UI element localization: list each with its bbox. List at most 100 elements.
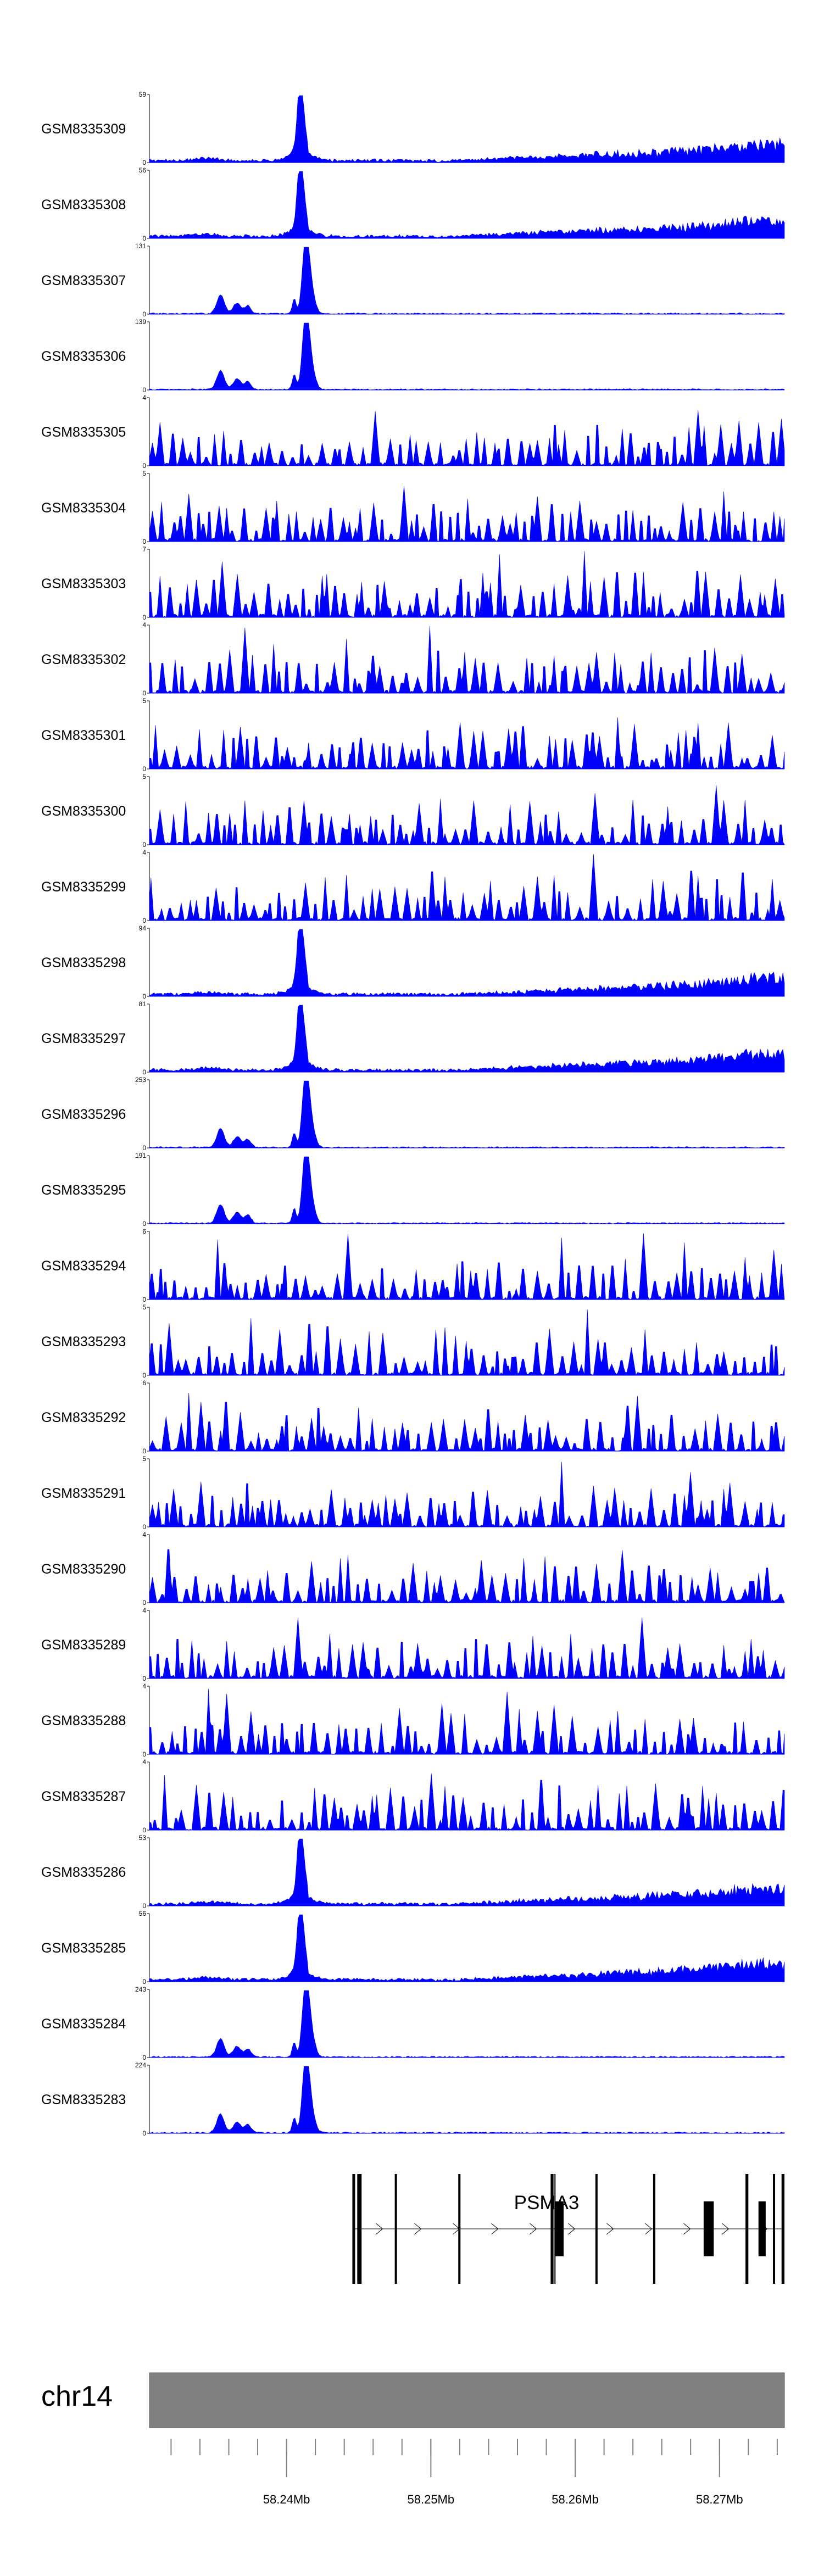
track-GSM8335305: GSM8335305 4 0: [41, 394, 785, 470]
coverage-area: [149, 1838, 785, 1906]
track-label: GSM8335286: [41, 1865, 126, 1880]
track-label: GSM8335294: [41, 1258, 126, 1274]
coverage-area: [149, 626, 785, 694]
track-ymax-label: 5: [142, 697, 146, 705]
track-ymin-label: 0: [142, 386, 146, 394]
track-label: GSM8335298: [41, 955, 126, 971]
track-GSM8335309: GSM8335309 59 0: [41, 91, 785, 166]
track-ymax-label: 81: [139, 1000, 147, 1008]
coverage-area: [149, 1688, 785, 1755]
coverage-area: [149, 1233, 785, 1300]
strand-arrow: [645, 2223, 653, 2235]
coverage-area: [149, 1617, 785, 1679]
track-GSM8335288: GSM8335288 4 0: [41, 1682, 785, 1758]
gene-exon: [745, 2174, 749, 2284]
track-ymax-label: 4: [142, 621, 146, 629]
coverage-area: [149, 322, 785, 391]
track-ymin-label: 0: [142, 765, 146, 773]
track-GSM8335296: GSM8335296 253 0: [41, 1076, 785, 1152]
track-GSM8335301: GSM8335301 5 0: [41, 697, 785, 773]
coverage-area: [149, 1773, 785, 1831]
track-label: GSM8335284: [41, 2016, 126, 2032]
coverage-area: [149, 410, 785, 466]
track-ymin-label: 0: [142, 538, 146, 545]
track-label: GSM8335288: [41, 1713, 126, 1729]
gene-track: PSMA3: [352, 2174, 784, 2284]
track-ymin-label: 0: [142, 917, 146, 924]
strand-arrow: [376, 2223, 383, 2235]
track-GSM8335299: GSM8335299 4 0: [41, 849, 785, 924]
track-ymax-label: 4: [142, 849, 146, 856]
coverage-area: [149, 2066, 785, 2134]
track-ymin-label: 0: [142, 1220, 146, 1228]
track-label: GSM8335290: [41, 1562, 126, 1577]
track-ymax-label: 5: [142, 470, 146, 477]
track-ymax-label: 4: [142, 1607, 146, 1614]
track-GSM8335303: GSM8335303 7 0: [41, 545, 785, 621]
strand-arrow: [606, 2223, 614, 2235]
track-GSM8335293: GSM8335293 5 0: [41, 1303, 785, 1379]
track-label: GSM8335292: [41, 1410, 126, 1425]
track-ymax-label: 4: [142, 1758, 146, 1766]
track-ymax-label: 6: [142, 1228, 146, 1235]
track-ymin-label: 0: [142, 614, 146, 621]
gene-exon: [555, 2201, 564, 2256]
track-ymin-label: 0: [142, 1371, 146, 1379]
coverage-area: [149, 929, 785, 997]
track-GSM8335283: GSM8335283 224 0: [41, 2061, 785, 2137]
track-label: GSM8335302: [41, 652, 126, 667]
track-label: GSM8335309: [41, 121, 126, 137]
track-ymin-label: 0: [142, 1523, 146, 1531]
chromosome-label: chr14: [41, 2380, 113, 2412]
coverage-area: [149, 1080, 785, 1148]
track-label: GSM8335293: [41, 1334, 126, 1350]
track-ymin-label: 0: [142, 462, 146, 470]
track-GSM8335300: GSM8335300 5 0: [41, 773, 785, 849]
coverage-area: [149, 1005, 785, 1073]
track-ymax-label: 5: [142, 1303, 146, 1311]
track-label: GSM8335295: [41, 1183, 126, 1198]
axis-tick-label: 58.24Mb: [263, 2493, 310, 2506]
track-ymax-label: 56: [139, 1910, 147, 1917]
track-label: GSM8335306: [41, 349, 126, 364]
coverage-area: [149, 1549, 785, 1604]
track-ymin-label: 0: [142, 841, 146, 849]
track-GSM8335287: GSM8335287 4 0: [41, 1758, 785, 1834]
strand-arrow: [722, 2223, 730, 2235]
track-GSM8335308: GSM8335308 56 0: [41, 166, 785, 242]
gene-label-psma3: PSMA3: [514, 2192, 580, 2213]
track-ymax-label: 243: [135, 1986, 146, 1993]
track-ymax-label: 5: [142, 773, 146, 780]
track-GSM8335298: GSM8335298 94 0: [41, 924, 785, 1000]
track-ymin-label: 0: [142, 689, 146, 697]
track-label: GSM8335303: [41, 576, 126, 592]
strand-arrow: [683, 2223, 691, 2235]
track-GSM8335307: GSM8335307 131 0: [41, 242, 785, 318]
strand-arrow: [491, 2223, 499, 2235]
track-ymax-label: 253: [135, 1076, 146, 1084]
coverage-area: [149, 854, 785, 921]
gene-exon: [758, 2201, 766, 2256]
track-ymax-label: 4: [142, 394, 146, 402]
coverage-area: [149, 717, 785, 770]
track-label: GSM8335287: [41, 1789, 126, 1804]
track-label: GSM8335285: [41, 1941, 126, 1956]
track-ymin-label: 0: [142, 993, 146, 1000]
gene-exon: [458, 2174, 461, 2284]
coverage-tracks: GSM8335309590GSM8335308560GSM83353071310…: [41, 91, 785, 2137]
track-ymax-label: 224: [135, 2061, 146, 2069]
coverage-area: [149, 551, 785, 618]
chromosome-band: [149, 2372, 785, 2428]
track-GSM8335290: GSM8335290 4 0: [41, 1531, 785, 1607]
coverage-area: [149, 1393, 785, 1452]
track-ymin-label: 0: [142, 1978, 146, 1986]
track-ymin-label: 0: [142, 1144, 146, 1152]
track-GSM8335297: GSM8335297 81 0: [41, 1000, 785, 1076]
gene-exon: [394, 2174, 397, 2284]
track-label: GSM8335291: [41, 1486, 126, 1501]
chromosome-axis: chr14 58.24Mb 58.25Mb 58.26Mb 58.27Mb: [41, 2372, 785, 2506]
track-ymax-label: 56: [139, 166, 147, 174]
track-ymin-label: 0: [142, 1826, 146, 1834]
coverage-area: [149, 247, 785, 315]
